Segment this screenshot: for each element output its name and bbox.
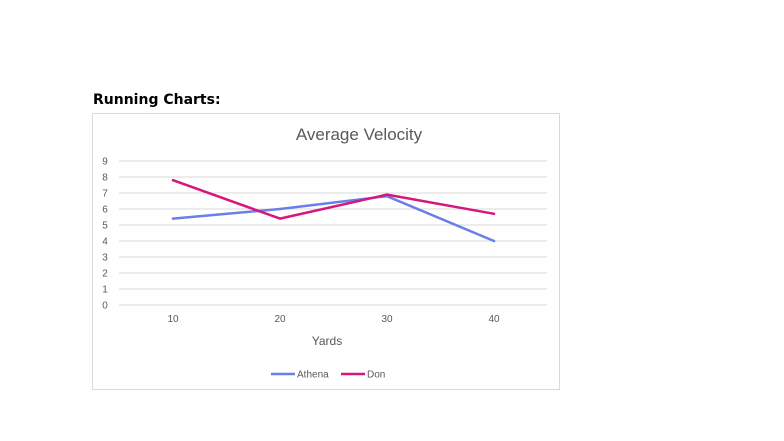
x-tick-label: 30 xyxy=(381,314,393,325)
line-chart: Average Velocity 0 1 2 3 4 5 6 7 8 9 10 20 30 40 Yar… xyxy=(102,125,547,381)
legend-label: Athena xyxy=(297,370,329,381)
x-axis-title: Yards xyxy=(312,334,342,348)
x-tick-label: 10 xyxy=(167,314,179,325)
series-line-athena xyxy=(171,194,496,243)
data-point-athena-20 xyxy=(278,207,282,211)
gridlines xyxy=(119,160,547,306)
data-point-athena-40 xyxy=(492,239,496,243)
x-tick-label: 20 xyxy=(274,314,286,325)
y-tick-label: 6 xyxy=(102,205,108,216)
y-tick-label: 1 xyxy=(102,285,108,296)
y-tick-label: 2 xyxy=(102,269,108,280)
data-point-don-10 xyxy=(171,179,175,182)
legend-label: Don xyxy=(367,370,385,381)
y-tick-label: 3 xyxy=(102,253,108,264)
series-line-don xyxy=(171,178,496,220)
legend-item-don: Don xyxy=(341,370,385,381)
data-point-don-20 xyxy=(278,217,282,220)
series-athena xyxy=(171,194,496,243)
series-don xyxy=(171,178,496,220)
y-tick-label: 7 xyxy=(102,189,108,200)
legend: Athena Don xyxy=(271,370,385,381)
x-axis-ticks: 10 20 30 40 xyxy=(167,314,500,325)
data-point-don-40 xyxy=(492,212,496,215)
legend-item-athena: Athena xyxy=(271,370,329,381)
y-tick-label: 8 xyxy=(102,173,108,184)
data-point-athena-10 xyxy=(171,217,175,220)
y-tick-label: 5 xyxy=(102,221,108,232)
data-point-don-30 xyxy=(385,193,389,196)
chart-title: Average Velocity xyxy=(296,125,423,144)
y-axis-ticks: 0 1 2 3 4 5 6 7 8 9 xyxy=(102,157,108,312)
chart-container: Average Velocity 0 1 2 3 4 5 6 7 8 9 10 20 30 40 Yar… xyxy=(92,113,560,390)
section-heading: Running Charts: xyxy=(93,92,221,108)
x-tick-label: 40 xyxy=(488,314,500,325)
y-tick-label: 0 xyxy=(102,301,108,312)
y-tick-label: 4 xyxy=(102,237,108,248)
series-lines xyxy=(171,178,496,243)
y-tick-label: 9 xyxy=(102,157,108,168)
